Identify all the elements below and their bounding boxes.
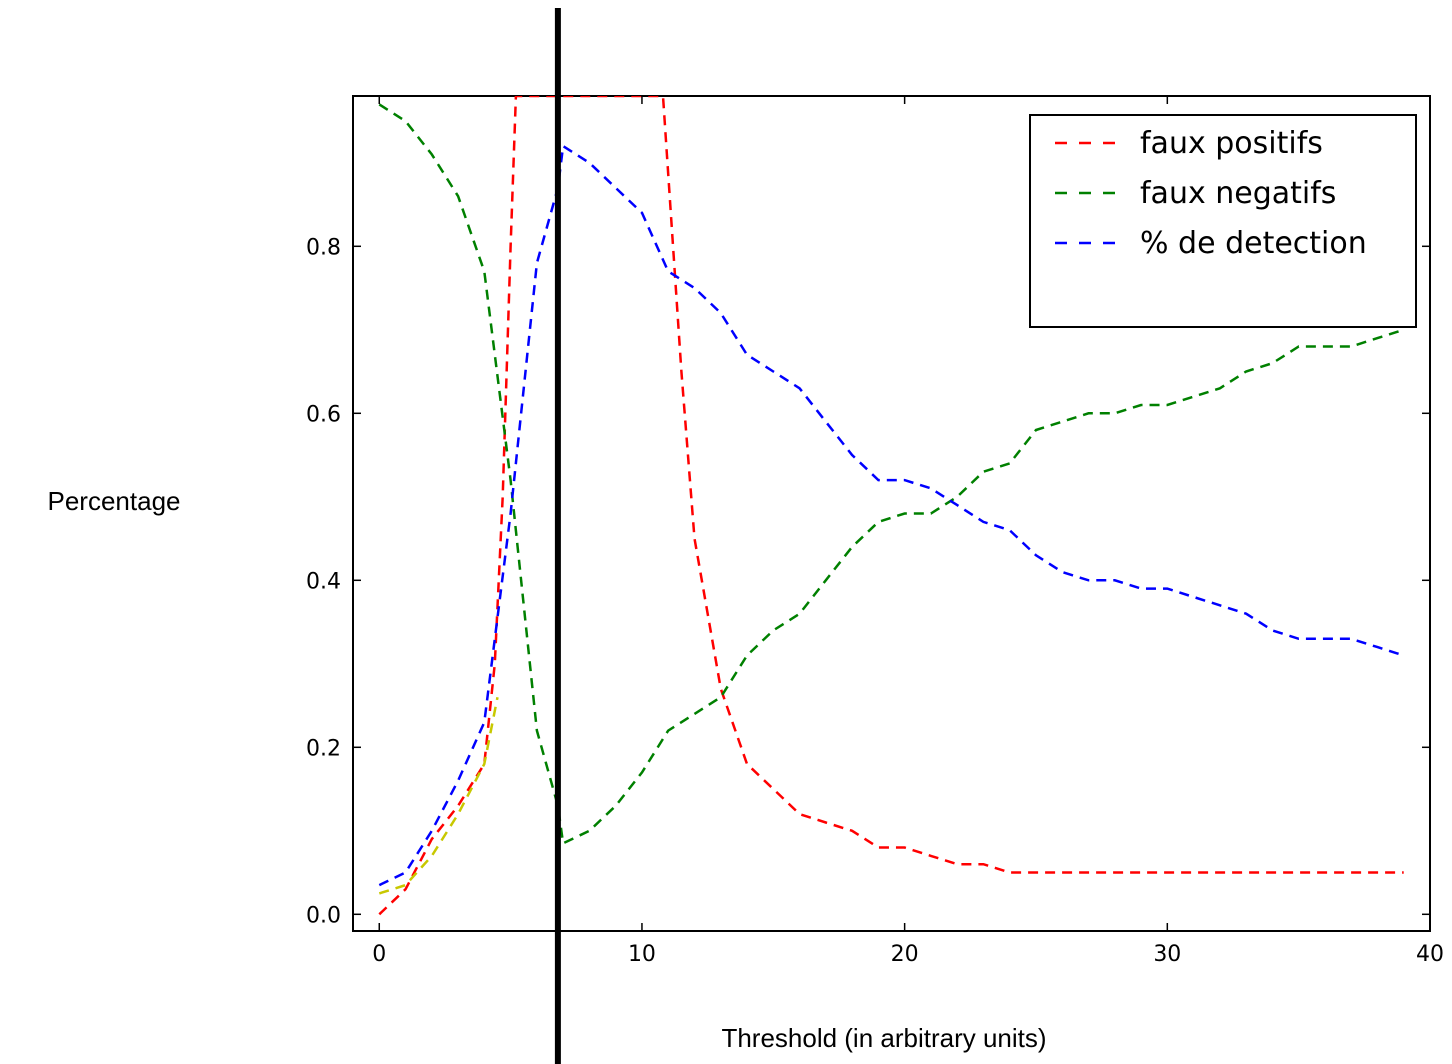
series-line-faux-positifs xyxy=(378,96,1404,916)
y-tick-label: 0.4 xyxy=(306,569,341,594)
y-axis-ticks: 0.0 0.2 0.4 0.6 0.8 xyxy=(306,235,1430,928)
series-layer xyxy=(378,96,1405,916)
y-tick-label: 0.0 xyxy=(306,903,341,928)
legend: faux positifs faux negatifs % de detection xyxy=(1029,114,1417,328)
y-tick-label: 0.8 xyxy=(306,235,341,260)
x-tick-label: 0 xyxy=(372,942,386,967)
y-tick-label: 0.6 xyxy=(306,402,341,427)
series-line-unlabeled-3 xyxy=(378,696,499,895)
series-line--de-detection xyxy=(378,143,1405,887)
x-tick-label: 40 xyxy=(1416,942,1444,967)
x-tick-label: 10 xyxy=(628,942,656,967)
plot-frame xyxy=(352,95,1431,932)
plot-area xyxy=(352,95,1431,932)
series-line-faux-negatifs xyxy=(378,103,1405,846)
legend-label: faux positifs xyxy=(1140,126,1323,161)
legend-label: faux negatifs xyxy=(1140,176,1336,211)
x-tick-label: 30 xyxy=(1153,942,1181,967)
x-tick-label: 20 xyxy=(891,942,919,967)
y-tick-label: 0.2 xyxy=(306,736,341,761)
y-axis-label: Percentage xyxy=(48,486,181,516)
x-axis-label: Threshold (in arbitrary units) xyxy=(721,1023,1046,1053)
legend-box xyxy=(1029,114,1417,328)
x-axis-ticks: 0 10 20 30 40 xyxy=(372,96,1444,967)
legend-label: % de detection xyxy=(1140,226,1367,261)
